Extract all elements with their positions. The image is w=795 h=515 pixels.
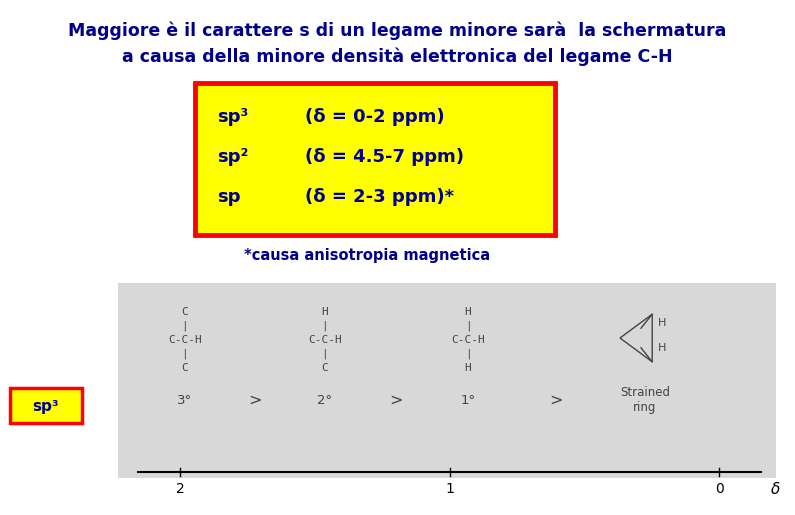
Text: 3°: 3°	[177, 393, 192, 406]
Text: *causa anisotropia magnetica: *causa anisotropia magnetica	[244, 248, 491, 263]
Text: 2: 2	[176, 482, 184, 496]
Bar	[10, 388, 82, 423]
Text: 1: 1	[445, 482, 455, 496]
Text: (δ = 0-2 ppm): (δ = 0-2 ppm)	[305, 108, 444, 126]
Text: C: C	[181, 307, 188, 317]
Text: C: C	[322, 363, 328, 373]
Text: 2°: 2°	[317, 393, 332, 406]
Text: |: |	[181, 321, 188, 331]
Text: |: |	[464, 321, 471, 331]
Text: Maggiore è il carattere s di un legame minore sarà  la schermatura: Maggiore è il carattere s di un legame m…	[68, 22, 727, 41]
Text: >: >	[549, 392, 563, 407]
Text: Strained
ring: Strained ring	[620, 386, 670, 414]
Text: H: H	[464, 363, 471, 373]
Text: sp³: sp³	[33, 399, 60, 414]
Bar	[195, 83, 555, 235]
Text: sp³: sp³	[217, 108, 248, 126]
Text: sp²: sp²	[217, 148, 248, 166]
Text: δ: δ	[771, 482, 781, 497]
Text: (δ = 2-3 ppm)*: (δ = 2-3 ppm)*	[305, 188, 454, 206]
Text: |: |	[322, 349, 328, 359]
Bar	[118, 283, 776, 478]
Text: C-C-H: C-C-H	[308, 335, 342, 345]
Text: a causa della minore densità elettronica del legame C-H: a causa della minore densità elettronica…	[122, 48, 673, 66]
Text: C: C	[181, 363, 188, 373]
Text: |: |	[181, 349, 188, 359]
Text: H: H	[657, 318, 666, 328]
Text: 1°: 1°	[460, 393, 475, 406]
Text: |: |	[464, 349, 471, 359]
Text: C-C-H: C-C-H	[168, 335, 202, 345]
Text: H: H	[322, 307, 328, 317]
Text: 0: 0	[715, 482, 723, 496]
Text: (δ = 4.5-7 ppm): (δ = 4.5-7 ppm)	[305, 148, 464, 166]
Text: H: H	[657, 343, 666, 353]
Text: >: >	[390, 392, 403, 407]
Text: >: >	[248, 392, 262, 407]
Text: H: H	[464, 307, 471, 317]
Text: sp: sp	[217, 188, 241, 206]
Text: |: |	[322, 321, 328, 331]
Text: C-C-H: C-C-H	[451, 335, 485, 345]
